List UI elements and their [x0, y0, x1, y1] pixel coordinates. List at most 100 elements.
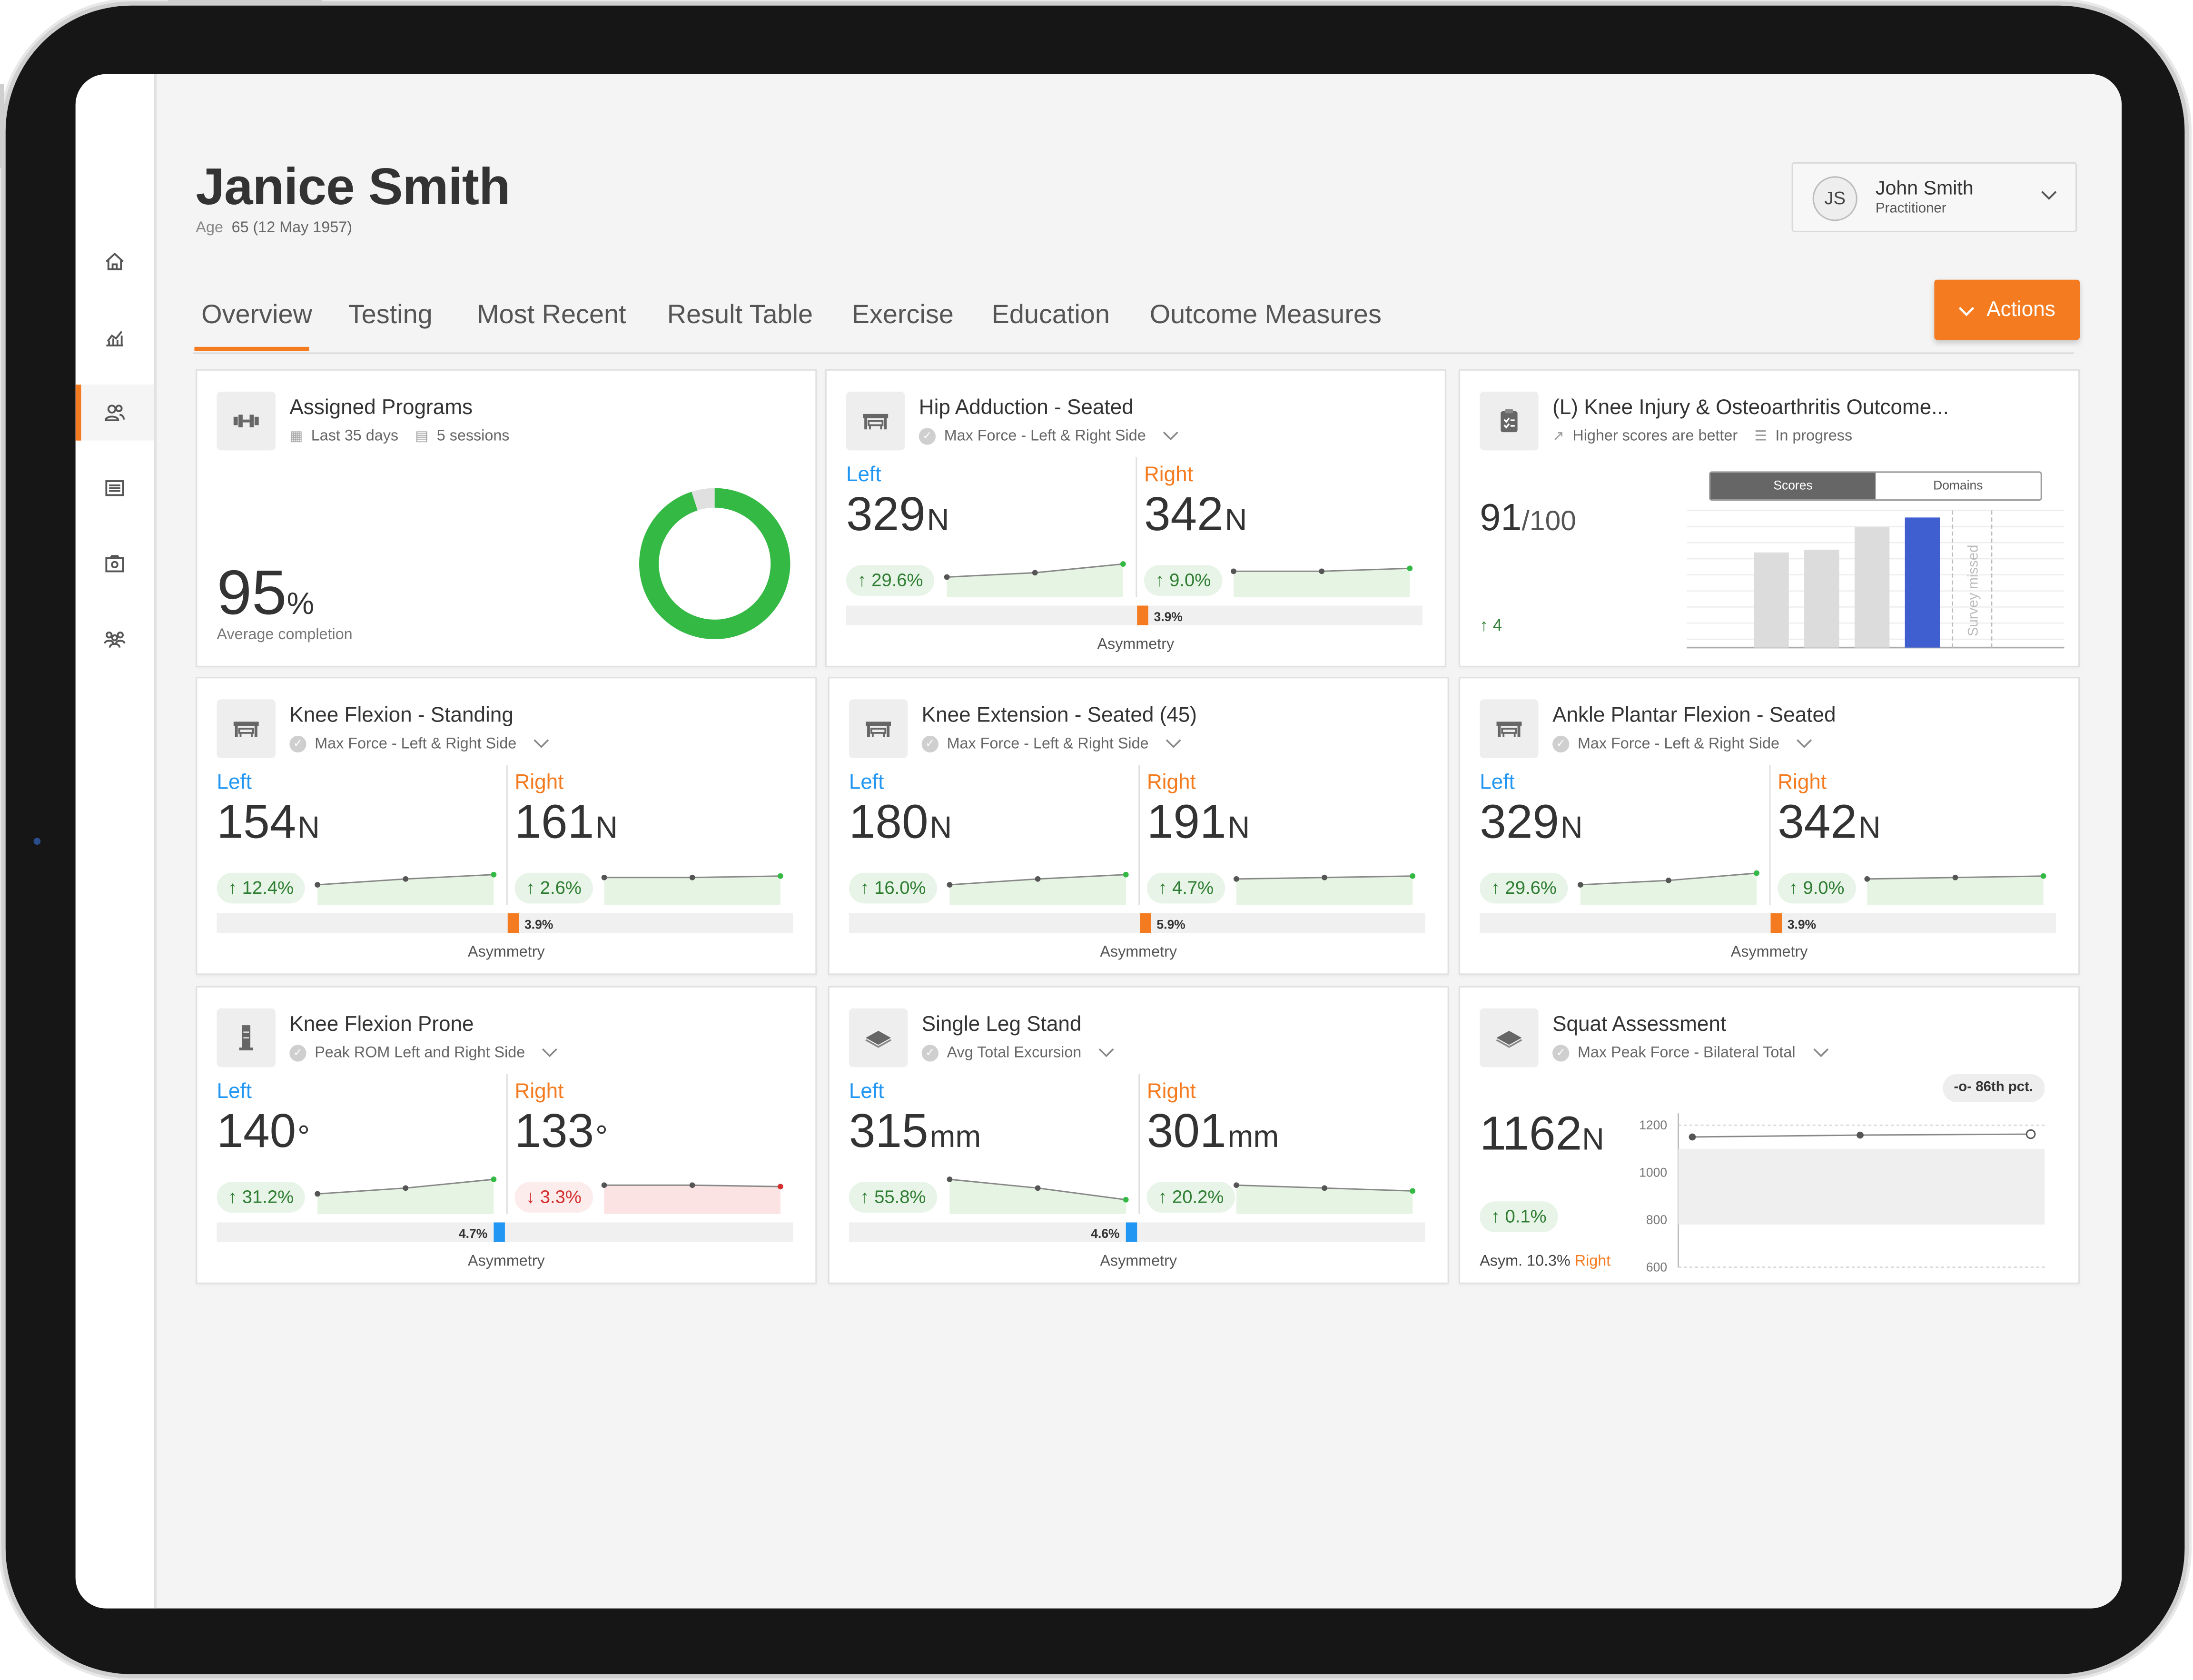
- chevron-down-icon: [1959, 306, 1975, 316]
- koos-card[interactable]: (L) Knee Injury & Osteoarthritis Outcome…: [1459, 369, 2080, 667]
- knee-extension-seated-card[interactable]: Knee Extension - Seated (45) ✓ Max Force…: [828, 677, 1449, 975]
- sparkline-point: [2040, 873, 2046, 879]
- dynamometer-bench-icon: [217, 699, 276, 758]
- left-value: 329 N: [1480, 796, 1582, 850]
- tab-most-recent[interactable]: Most Recent: [477, 300, 626, 330]
- koos-bar[interactable]: [1854, 527, 1890, 648]
- chevron-down-icon: [1797, 739, 1812, 748]
- squat-point[interactable]: [1857, 1131, 1864, 1139]
- sparkline-point: [1577, 882, 1583, 888]
- left-number: 180: [849, 796, 929, 849]
- balance-board-icon: [849, 1008, 908, 1067]
- check-icon: ✓: [1552, 1045, 1570, 1062]
- scores-tab[interactable]: Scores: [1710, 473, 1876, 500]
- scores-domains-toggle[interactable]: Scores Domains: [1709, 471, 2042, 501]
- tab-result-table[interactable]: Result Table: [667, 300, 813, 330]
- knee-flexion-prone-card[interactable]: Knee Flexion Prone ✓ Peak ROM Left and R…: [196, 986, 817, 1284]
- koos-bar[interactable]: [1754, 552, 1789, 648]
- squat-assessment-card[interactable]: Squat Assessment ✓ Max Peak Force - Bila…: [1459, 986, 2080, 1284]
- user-menu[interactable]: JS John Smith Practitioner: [1791, 162, 2077, 232]
- sparkline-point: [944, 574, 950, 580]
- right-value: 133 °: [514, 1105, 608, 1160]
- sparkline-point: [1322, 874, 1327, 880]
- tab-overview[interactable]: Overview: [201, 300, 312, 330]
- actions-button[interactable]: Actions: [1934, 279, 2080, 340]
- check-icon: ✓: [289, 735, 306, 753]
- sparkline-point: [315, 882, 320, 888]
- hip-adduction-card[interactable]: Hip Adduction - Seated ✓ Max Force - Lef…: [825, 369, 1446, 667]
- list-icon[interactable]: [76, 460, 154, 516]
- sparkline-area: [949, 1179, 1126, 1214]
- domains-tab[interactable]: Domains: [1933, 478, 1983, 493]
- tab-education[interactable]: Education: [991, 300, 1110, 330]
- koos-bar[interactable]: [1905, 517, 1940, 648]
- card-subtitle[interactable]: ✓ Max Force - Left & Right Side: [919, 428, 1179, 445]
- card-subtitle[interactable]: ✓ Max Force - Left & Right Side: [289, 735, 550, 753]
- left-value: 154 N: [217, 796, 320, 850]
- change-pill: ↑ 0.1%: [1480, 1201, 1558, 1233]
- asymmetry-bar: [1480, 913, 2056, 933]
- left-change-pill: ↑ 29.6%: [846, 565, 935, 596]
- koos-bar-chart: Survey missed: [1687, 510, 2065, 649]
- completion-donut: [639, 488, 790, 640]
- left-change-pill: ↑ 29.6%: [1480, 872, 1568, 904]
- tab-outcome-measures[interactable]: Outcome Measures: [1149, 300, 1382, 330]
- card-subtitle[interactable]: ✓ Max Peak Force - Bilateral Total: [1552, 1045, 1829, 1062]
- card-subtitle[interactable]: ✓ Peak ROM Left and Right Side: [289, 1045, 558, 1062]
- right-sparkline: [1234, 873, 1416, 905]
- right-unit: N: [1225, 502, 1247, 537]
- tab-exercise[interactable]: Exercise: [851, 300, 954, 330]
- right-sparkline: [601, 873, 783, 905]
- right-value: 161 N: [514, 796, 617, 850]
- sparkline-area: [1867, 876, 2044, 905]
- left-sparkline: [315, 871, 497, 905]
- sparkline-area: [947, 564, 1123, 597]
- camera-folder-icon[interactable]: [76, 536, 154, 592]
- dynamometer-bench-icon: [849, 699, 908, 758]
- tab-testing[interactable]: Testing: [348, 300, 433, 330]
- age-value: 65 (12 May 1957): [231, 219, 352, 237]
- asymmetry-marker: [1770, 913, 1782, 933]
- koos-bar[interactable]: [1804, 549, 1839, 648]
- patients-icon[interactable]: [75, 385, 154, 441]
- calendar-icon: ▦: [289, 428, 303, 445]
- patient-name: Janice Smith: [196, 158, 510, 216]
- app-screen: Janice Smith Age 65 (12 May 1957) JS John…: [75, 74, 2122, 1609]
- team-icon[interactable]: [76, 611, 154, 667]
- home-icon[interactable]: [76, 234, 154, 290]
- card-title: Knee Flexion Prone: [289, 1012, 474, 1037]
- analytics-icon[interactable]: [76, 309, 154, 365]
- avatar: JS: [1812, 176, 1857, 221]
- side-divider: [1136, 457, 1137, 597]
- squat-point[interactable]: [1689, 1133, 1696, 1141]
- ankle-plantar-flexion-card[interactable]: Ankle Plantar Flexion - Seated ✓ Max For…: [1459, 677, 2080, 975]
- single-leg-stand-card[interactable]: Single Leg Stand ✓ Avg Total Excursion L…: [828, 986, 1449, 1284]
- asymmetry-marker: [1126, 1222, 1137, 1242]
- left-sparkline: [947, 1176, 1129, 1214]
- sparkline-point: [1410, 873, 1416, 879]
- left-change-pill: ↑ 16.0%: [849, 872, 937, 904]
- left-label: Left: [846, 463, 881, 487]
- left-sparkline: [947, 871, 1129, 905]
- sparkline-point: [403, 876, 409, 882]
- knee-flexion-standing-card[interactable]: Knee Flexion - Standing ✓ Max Force - Le…: [196, 677, 817, 975]
- card-subtitle[interactable]: ✓ Avg Total Excursion: [921, 1045, 1115, 1062]
- left-number: 329: [1480, 796, 1559, 849]
- right-unit: N: [595, 810, 618, 845]
- asymmetry-bar: [846, 605, 1422, 625]
- card-subtitle[interactable]: ✓ Max Force - Left & Right Side: [1552, 735, 1813, 753]
- sidebar: [75, 74, 157, 1609]
- card-subtitle[interactable]: ✓ Max Force - Left & Right Side: [921, 735, 1182, 753]
- chevron-down-icon: [1813, 1048, 1828, 1057]
- asymmetry-value: 3.9%: [1154, 610, 1183, 624]
- y-tick-label: 1200: [1639, 1118, 1667, 1132]
- right-change-pill: ↓ 3.3%: [514, 1182, 593, 1213]
- squat-point[interactable]: [2025, 1129, 2036, 1139]
- left-unit: N: [297, 810, 320, 845]
- clipboard-icon: ▤: [415, 428, 429, 445]
- sessions-label: 5 sessions: [436, 428, 510, 445]
- sparkline-point: [315, 1191, 320, 1197]
- left-label: Left: [849, 1079, 884, 1104]
- assigned-programs-card[interactable]: Assigned Programs ▦ Last 35 days ▤ 5 ses…: [196, 369, 817, 667]
- completion-unit: %: [286, 586, 315, 621]
